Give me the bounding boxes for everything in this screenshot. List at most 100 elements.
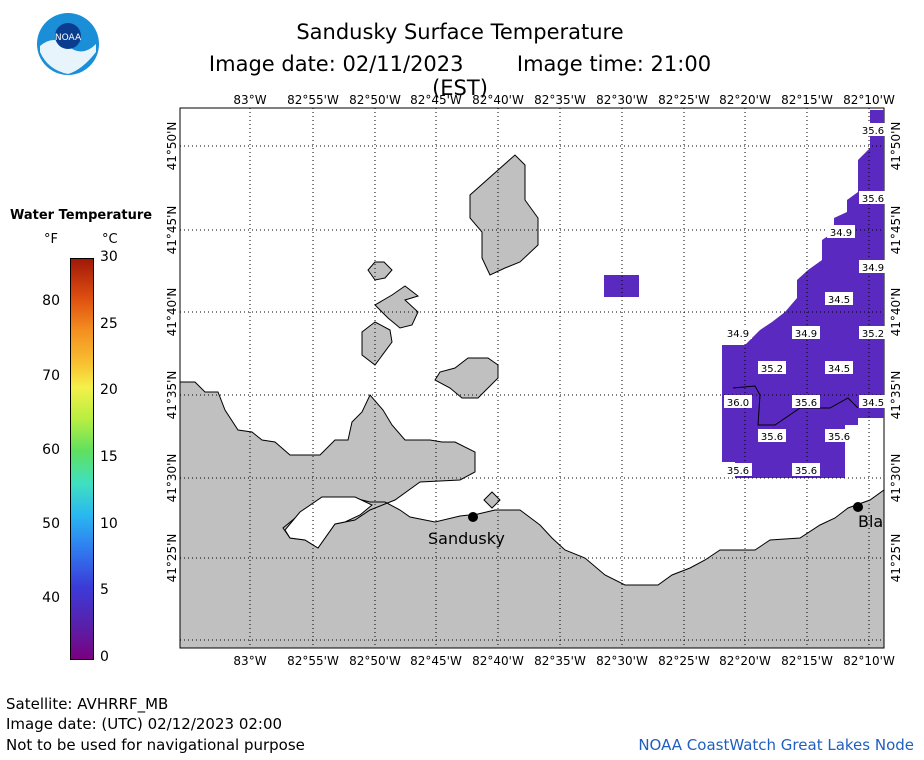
latitude-label: 41°35'N [889,371,903,420]
temperature-label: 34.5 [825,292,853,306]
temperature-label: 36.0 [724,395,752,409]
water-temperature-area [722,110,884,478]
latitude-label: 41°40'N [165,288,179,337]
svg-text:34.5: 34.5 [862,398,884,409]
longitude-label: 82°35'W [534,93,586,107]
svg-text:34.9: 34.9 [830,228,852,239]
temperature-label: 34.9 [827,225,855,239]
legend-title: Water Temperature [10,208,153,223]
latitude-label: 41°45'N [165,206,179,255]
longitude-labels-top: 83°W 82°55'W 82°50'W 82°45'W 82°40'W 82°35'W 8… [233,93,895,107]
latitude-label: 41°35'N [165,371,179,420]
temperature-label: 34.5 [825,361,853,375]
svg-text:35.6: 35.6 [862,194,884,205]
latitude-label: 41°50'N [889,122,903,171]
svg-text:34.9: 34.9 [727,329,749,340]
longitude-label: 82°15'W [781,93,833,107]
longitude-label: 82°30'W [596,654,648,668]
island [367,261,393,281]
latitude-label: 41°45'N [889,206,903,255]
svg-text:35.6: 35.6 [862,126,884,137]
latitude-labels-left: 41°50'N 41°45'N 41°40'N 41°35'N 41°30'N 41°25… [165,122,179,583]
temperature-label: 34.9 [859,260,887,274]
longitude-label: 82°25'W [658,654,710,668]
temperature-label: 35.2 [859,326,887,340]
latitude-label: 41°25'N [889,534,903,583]
utc-date: Image date: (UTC) 02/12/2023 02:00 [6,715,283,733]
temperature-label: 35.6 [792,395,820,409]
navigation-warning: Not to be used for navigational purpose [6,736,305,754]
latitude-label: 41°50'N [165,122,179,171]
longitude-label: 82°40'W [472,654,524,668]
longitude-label: 82°30'W [596,93,648,107]
coastwatch-node: NOAA CoastWatch Great Lakes Node [638,736,914,754]
svg-text:35.2: 35.2 [761,364,783,375]
svg-text:34.5: 34.5 [828,295,850,306]
temperature-label: 35.6 [859,123,887,137]
longitude-label: 82°20'W [719,93,771,107]
svg-text:35.6: 35.6 [795,466,817,477]
longitude-label: 82°45'W [410,93,462,107]
legend-c-tick: 15 [100,449,118,465]
latitude-label: 41°25'N [165,534,179,583]
legend-c-tick: 30 [100,249,118,265]
temperature-label: 34.9 [792,326,820,340]
longitude-label: 82°50'W [349,93,401,107]
longitude-label: 82°20'W [719,654,771,668]
satellite-info: Satellite: AVHRRF_MB [6,695,169,713]
island [469,154,539,276]
latitude-labels-right: 41°50'N 41°45'N 41°40'N 41°35'N 41°30'N 41°25… [889,122,903,583]
legend-f-tick: 50 [42,515,60,532]
longitude-label: 82°10'W [843,93,895,107]
svg-text:35.6: 35.6 [795,398,817,409]
svg-text:35.6: 35.6 [761,432,783,443]
longitude-label: 82°35'W [534,654,586,668]
longitude-label: 82°50'W [349,654,401,668]
temperature-label: 34.9 [724,326,752,340]
latitude-label: 41°40'N [889,288,903,337]
longitude-label: 82°25'W [658,93,710,107]
svg-text:35.2: 35.2 [862,329,884,340]
svg-text:34.9: 34.9 [795,329,817,340]
logo-text: NOAA [55,33,82,43]
temperature-label: 34.5 [859,395,887,409]
longitude-label: 82°15'W [781,654,833,668]
svg-text:34.5: 34.5 [828,364,850,375]
water-patch [604,275,639,297]
legend-c-tick: 20 [100,382,118,399]
longitude-label: 82°40'W [472,93,524,107]
longitude-label: 83°W [233,654,266,668]
image-time: Image time: 21:00 (EST) [432,52,712,100]
latitude-label: 41°30'N [165,454,179,503]
island [434,357,499,399]
longitude-label: 82°45'W [410,654,462,668]
graticule [180,108,884,648]
image-date: Image date: 02/11/2023 [208,52,464,76]
temperature-label: 35.6 [724,463,752,477]
map-subtitle: Image date: 02/11/2023 Image time: 21:00… [180,52,740,100]
svg-text:34.9: 34.9 [862,263,884,274]
island [374,285,420,329]
legend-f-tick: 70 [42,367,60,384]
latitude-label: 41°30'N [889,454,903,503]
longitude-label: 82°10'W [843,654,895,668]
legend-c-tick: 25 [100,315,118,332]
legend-unit-c: °C [102,232,118,247]
city-label-sandusky: Sandusky [428,529,505,548]
temperature-label: 35.6 [825,429,853,443]
map-title: Sandusky Surface Temperature [296,20,624,44]
city-label-bla: Bla [858,512,883,531]
noaa-logo: NOAA [37,13,99,75]
city-marker-bla [853,502,863,512]
temperature-label: 35.6 [859,191,887,205]
temperature-label: 35.6 [758,429,786,443]
legend-f-tick: 40 [42,589,60,606]
legend-c-tick: 5 [100,582,109,599]
legend-unit-f: °F [44,232,58,247]
longitude-labels-bottom: 83°W 82°55'W 82°50'W 82°45'W 82°40'W 82°35'W 8… [233,654,895,668]
svg-text:36.0: 36.0 [727,398,749,409]
mainland [179,381,885,649]
island [483,491,501,509]
longitude-label: 83°W [233,93,266,107]
longitude-label: 82°55'W [287,93,339,107]
